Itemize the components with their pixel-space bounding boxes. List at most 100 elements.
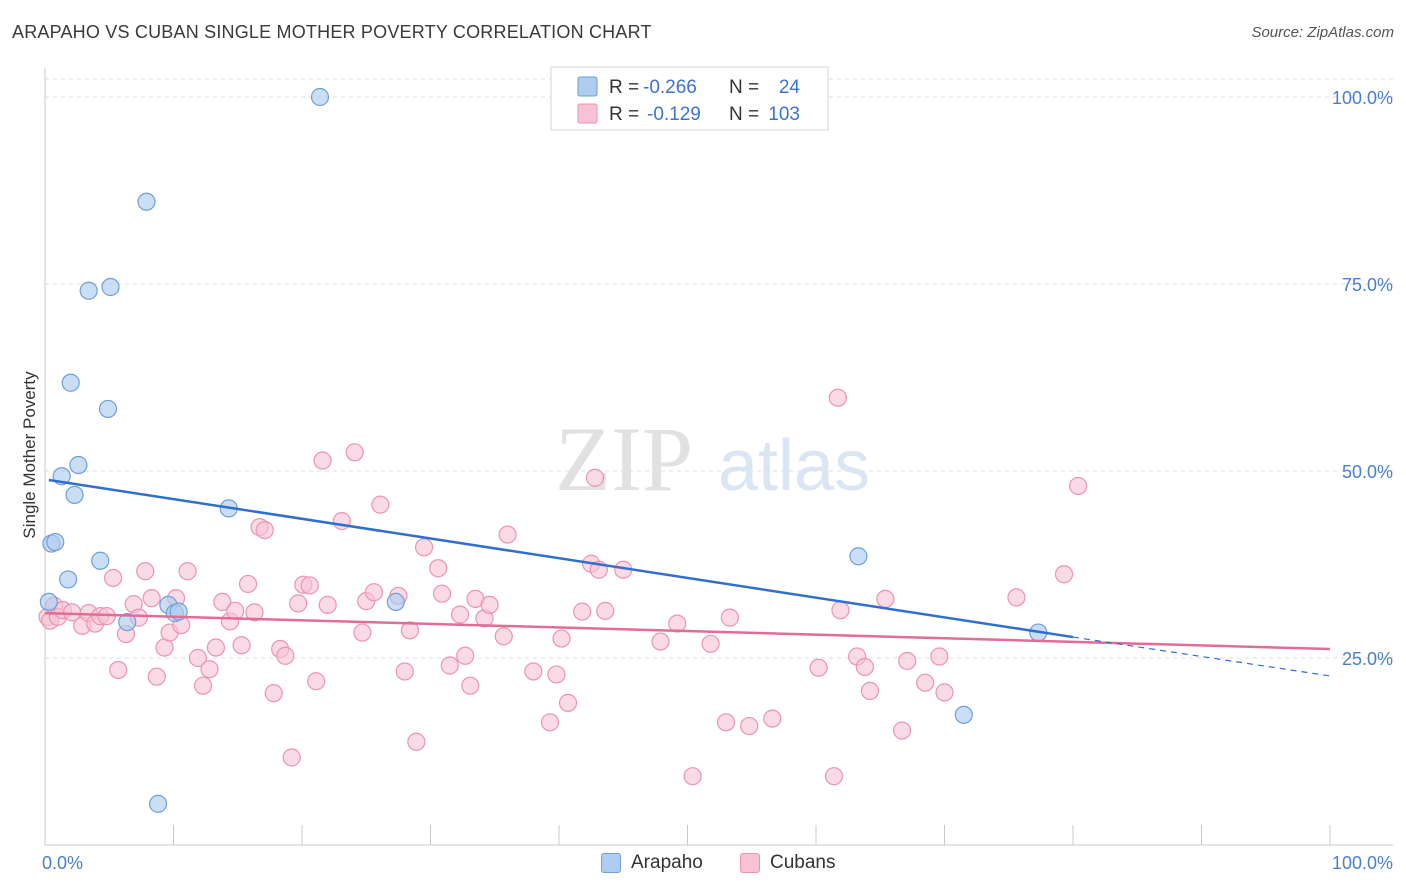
arapaho-point xyxy=(849,547,868,566)
cubans-point xyxy=(371,495,390,514)
arapaho-point xyxy=(98,399,118,419)
legend-n-value-cubans: 103 xyxy=(768,104,800,125)
legend-r-value-cubans: -0.129 xyxy=(647,104,701,125)
y-tick-label: 25.0% xyxy=(1342,649,1393,669)
cubans-point xyxy=(683,767,702,786)
cubans-point xyxy=(651,632,670,651)
cubans-point xyxy=(585,468,605,487)
grid-lines xyxy=(45,78,1393,659)
cubans-legend-label: Cubans xyxy=(770,852,836,873)
cubans-point xyxy=(763,709,782,728)
watermark-zip: ZIP xyxy=(555,408,693,510)
cubans-point xyxy=(313,451,332,470)
arapaho-point xyxy=(386,592,405,612)
cubans-point xyxy=(935,683,954,702)
arapaho-point xyxy=(137,192,156,211)
cubans-point xyxy=(104,568,123,588)
arapaho-point xyxy=(65,485,84,505)
arapaho-point xyxy=(79,281,98,300)
cubans-point xyxy=(898,651,917,671)
y-tick-label: 100.0% xyxy=(1332,88,1393,108)
cubans-point xyxy=(456,646,475,665)
arapaho-point xyxy=(310,87,330,107)
cubans-trend-line xyxy=(44,611,1331,651)
watermark-atlas: atlas xyxy=(718,426,870,506)
data-points xyxy=(38,87,1088,813)
cubans-point xyxy=(540,713,560,732)
cubans-point xyxy=(1054,565,1074,584)
cubans-point xyxy=(831,601,850,620)
cubans-point xyxy=(440,656,459,675)
y-axis-label: Single Mother Poverty xyxy=(20,371,39,539)
arapaho-point xyxy=(954,705,973,724)
cubans-point xyxy=(494,627,513,646)
arapaho-trend-extension xyxy=(1072,636,1331,677)
arapaho-point xyxy=(59,570,78,589)
cubans-point xyxy=(178,562,197,581)
cubans-point xyxy=(876,589,895,609)
cubans-point xyxy=(318,595,337,614)
cubans-point xyxy=(289,594,308,613)
cubans-point xyxy=(716,713,736,732)
cubans-point xyxy=(855,657,874,677)
cubans-point xyxy=(109,660,128,680)
y-tick-label: 75.0% xyxy=(1342,275,1393,295)
legend-r-label-cubans: R = xyxy=(609,104,639,125)
arapaho-swatch xyxy=(601,853,621,873)
arapaho-point xyxy=(69,455,88,475)
cubans-point xyxy=(147,667,166,686)
series-legend: Arapaho Cubans xyxy=(0,852,1406,878)
arapaho-point xyxy=(61,373,80,392)
cubans-point xyxy=(142,589,161,608)
cubans-point xyxy=(282,748,301,767)
cubans-point xyxy=(255,520,274,540)
cubans-point xyxy=(188,648,208,668)
cubans-point xyxy=(429,559,448,578)
cubans-point xyxy=(930,647,949,666)
cubans-point xyxy=(395,662,414,681)
cubans-point xyxy=(400,621,420,640)
legend-n-label-cubans: N = xyxy=(729,104,759,125)
cubans-point xyxy=(206,638,226,657)
y-tick-label: 50.0% xyxy=(1342,462,1393,482)
legend-item-cubans: Cubans xyxy=(740,852,836,874)
cubans-point xyxy=(558,693,578,712)
cubans-point xyxy=(300,576,319,595)
cubans-point xyxy=(407,732,426,751)
cubans-point xyxy=(461,676,480,695)
cubans-point xyxy=(414,538,434,557)
arapaho-point xyxy=(101,277,120,297)
arapaho-point xyxy=(91,551,110,570)
cubans-point xyxy=(193,676,213,695)
cubans-point xyxy=(276,646,295,665)
cubans-point xyxy=(596,601,615,620)
x-tick-label: 100.0% xyxy=(1332,853,1393,873)
chart-source: Source: ZipAtlas.com xyxy=(1251,24,1394,41)
cubans-point xyxy=(547,665,566,684)
cubans-point xyxy=(740,716,759,736)
arapaho-point xyxy=(39,592,58,612)
cubans-point xyxy=(213,592,232,612)
trend-lines xyxy=(44,478,1331,677)
arapaho-trend-line xyxy=(48,478,1074,639)
cubans-point xyxy=(480,595,499,614)
legend-n-value-arapaho: 24 xyxy=(779,77,801,98)
cubans-point xyxy=(1069,476,1088,496)
cubans-point xyxy=(364,583,384,602)
cubans-point xyxy=(238,574,258,594)
cubans-point xyxy=(307,672,326,691)
cubans-point xyxy=(450,605,470,624)
cubans-point xyxy=(226,601,245,620)
legend-r-value-arapaho: -0.266 xyxy=(643,77,697,98)
watermark: ZIP atlas xyxy=(555,408,870,510)
legend-n-label-arapaho: N = xyxy=(729,77,759,98)
cubans-point xyxy=(498,525,517,544)
correlation-legend: R = -0.266 N = 24 R = -0.129 N = 103 xyxy=(550,66,829,131)
arapaho-point xyxy=(148,794,168,813)
x-tick-label: 0.0% xyxy=(42,853,83,873)
chart-title: ARAPAHO VS CUBAN SINGLE MOTHER POVERTY C… xyxy=(12,22,652,42)
cubans-point xyxy=(264,684,283,703)
legend-r-label-arapaho: R = xyxy=(609,77,639,98)
legend-item-arapaho: Arapaho xyxy=(601,852,703,874)
